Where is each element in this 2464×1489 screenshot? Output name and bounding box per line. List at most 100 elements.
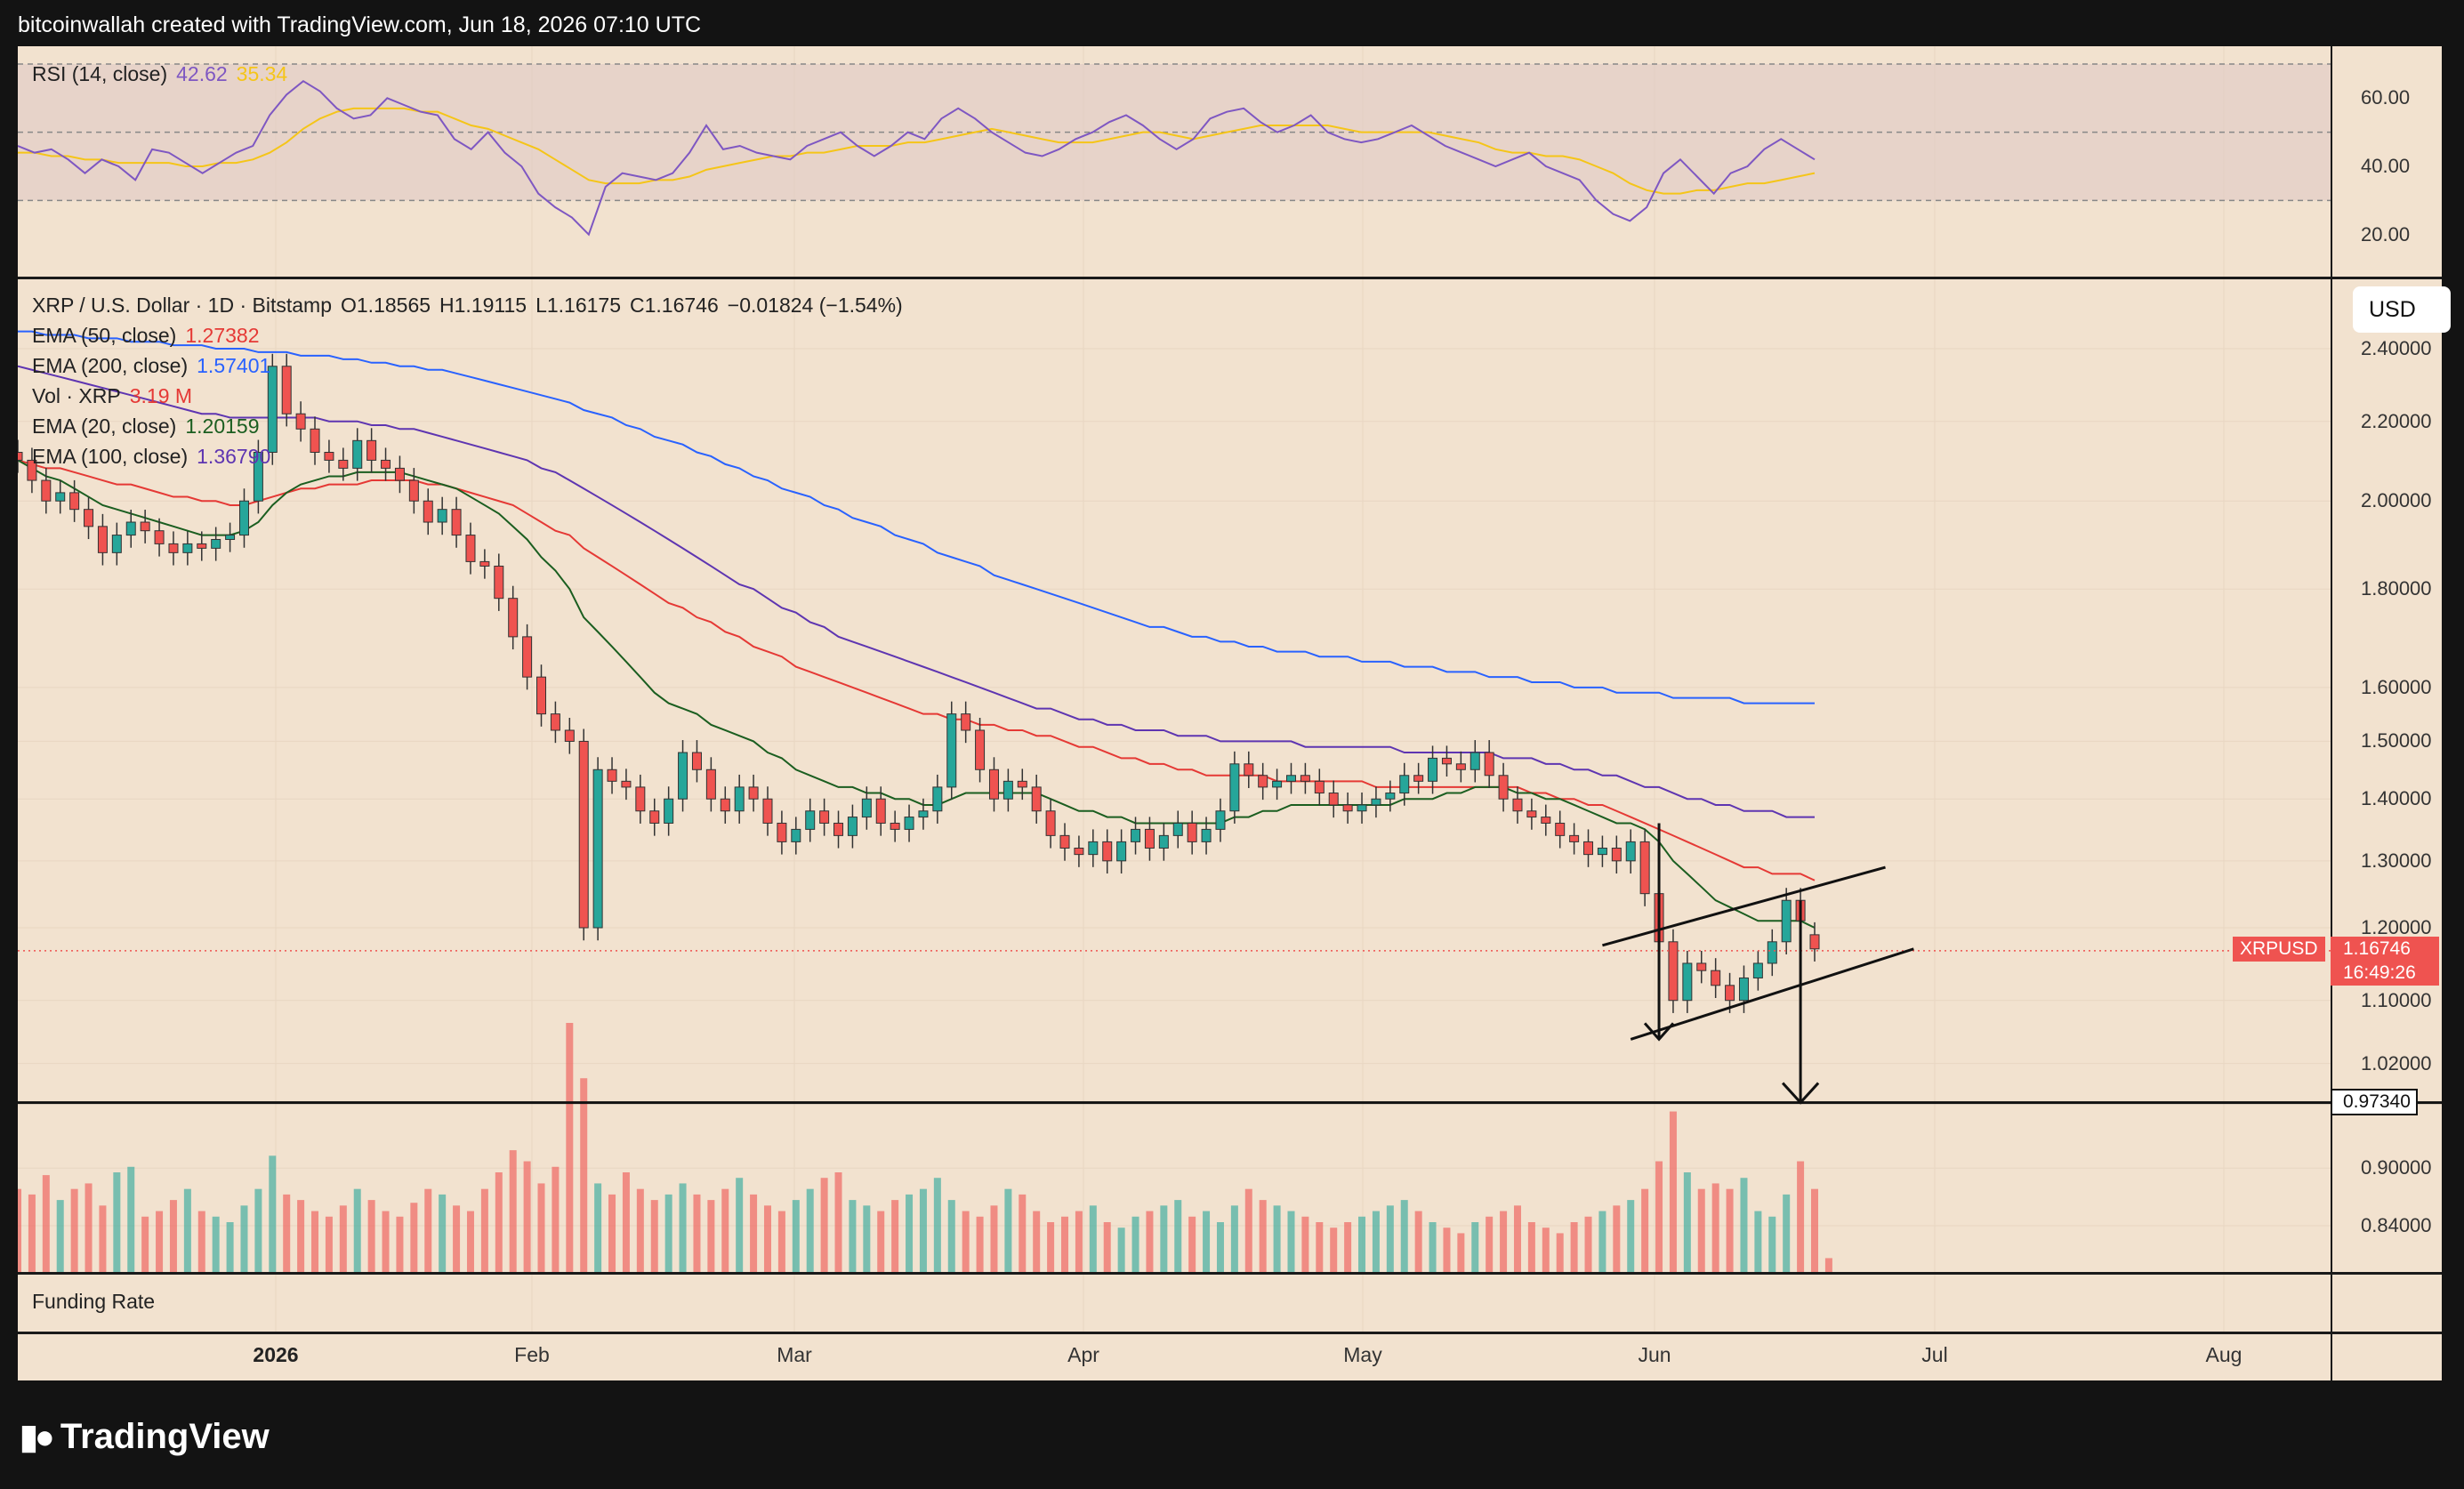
- rsi-axis-label: 60.00: [2361, 86, 2411, 109]
- volume-bar: [297, 1200, 305, 1272]
- candle: [381, 459, 391, 469]
- candle: [1385, 793, 1396, 800]
- chart-canvas[interactable]: [18, 46, 2442, 1380]
- volume-bar: [1160, 1205, 1168, 1272]
- candle: [1371, 798, 1381, 806]
- volume-bar: [212, 1216, 220, 1272]
- candle: [1258, 775, 1268, 788]
- candle: [1088, 841, 1099, 856]
- volume-bar: [1613, 1205, 1621, 1272]
- candle: [691, 752, 702, 770]
- volume-bar: [1033, 1211, 1041, 1272]
- candle: [678, 752, 688, 800]
- funding-pane-divider[interactable]: [18, 1272, 2442, 1275]
- chart-frame[interactable]: RSI (14, close) 42.62 35.34 XRP / U.S. Dol…: [18, 46, 2451, 1380]
- volume-bar: [933, 1178, 941, 1272]
- volume-bar: [877, 1211, 885, 1272]
- rsi-legend[interactable]: RSI (14, close) 42.62 35.34: [32, 62, 287, 86]
- candle: [494, 565, 504, 600]
- volume-bar: [1598, 1211, 1606, 1272]
- price-axis-label: 2.20000: [2361, 409, 2432, 432]
- currency-button[interactable]: USD: [2353, 286, 2451, 333]
- candle: [55, 492, 66, 502]
- candle: [1102, 841, 1113, 862]
- candle: [225, 535, 236, 540]
- indicator-label: EMA (100, close): [32, 445, 189, 468]
- indicator-legend-row[interactable]: EMA (200, close) 1.57401: [32, 354, 270, 378]
- volume-bar: [99, 1205, 107, 1272]
- candle: [168, 543, 179, 553]
- indicator-value: 1.36790: [197, 445, 271, 468]
- price-axis-label: 1.80000: [2361, 577, 2432, 600]
- ohlc-open: O1.18565: [341, 294, 431, 317]
- candle: [1300, 775, 1310, 782]
- volume-bar: [28, 1194, 36, 1272]
- candle: [1314, 780, 1325, 794]
- candle: [1031, 786, 1042, 812]
- volume-bar: [1811, 1188, 1818, 1272]
- candle: [649, 810, 660, 824]
- candle: [762, 798, 773, 824]
- rsi-axis-label: 20.00: [2361, 222, 2411, 245]
- candle: [1074, 847, 1084, 856]
- candle: [621, 780, 632, 788]
- candle: [550, 713, 560, 731]
- time-axis-label: Mar: [777, 1343, 812, 1366]
- volume-bar: [1216, 1222, 1224, 1272]
- candle: [1187, 822, 1197, 842]
- volume-bar: [56, 1200, 64, 1272]
- volume-bar: [480, 1188, 488, 1272]
- price-axis-label: 1.60000: [2361, 675, 2432, 698]
- candle: [125, 521, 136, 536]
- candle: [1399, 775, 1410, 794]
- candle: [1512, 798, 1523, 812]
- candle: [664, 798, 674, 824]
- tradingview-logo[interactable]: ▮● TradingView: [20, 1417, 270, 1457]
- candle: [352, 439, 363, 469]
- symbol-legend[interactable]: XRP / U.S. Dollar · 1D · Bitstamp O1.1856…: [32, 294, 903, 318]
- volume-bar: [339, 1205, 347, 1272]
- volume-bar: [70, 1188, 78, 1272]
- ema200-line: [18, 330, 1815, 704]
- rsi-pane-divider[interactable]: [18, 277, 2442, 279]
- candle: [805, 810, 816, 830]
- price-axis-label: 0.90000: [2361, 1156, 2432, 1179]
- ema100-line: [18, 365, 1815, 818]
- volume-bar: [1287, 1211, 1295, 1272]
- ohlc-high: H1.19115: [439, 294, 527, 317]
- price-axis-label: 1.10000: [2361, 988, 2432, 1011]
- candle: [1244, 763, 1254, 777]
- indicator-label: EMA (200, close): [32, 354, 189, 377]
- indicator-legend-row[interactable]: EMA (100, close) 1.36790: [32, 445, 270, 469]
- volume-bar: [1824, 1258, 1832, 1272]
- rsi-label: RSI (14, close): [32, 62, 168, 85]
- candle: [564, 729, 575, 742]
- candle: [1725, 985, 1735, 1002]
- candle: [1597, 847, 1607, 856]
- candle: [961, 713, 971, 731]
- funding-rate-label[interactable]: Funding Rate: [32, 1290, 156, 1313]
- volume-bar: [156, 1211, 164, 1272]
- volume-bar: [1655, 1161, 1663, 1272]
- volume-bar: [466, 1211, 474, 1272]
- candle: [635, 786, 646, 812]
- candle: [522, 636, 533, 678]
- candle: [1215, 810, 1226, 830]
- volume-bar: [18, 1188, 21, 1272]
- candle: [1413, 775, 1424, 782]
- indicator-legend-row[interactable]: EMA (50, close) 1.27382: [32, 324, 259, 348]
- indicator-legend-row[interactable]: EMA (20, close) 1.20159: [32, 415, 259, 439]
- volume-bar: [1174, 1200, 1182, 1272]
- volume-bar: [1527, 1222, 1535, 1272]
- volume-bar: [947, 1200, 955, 1272]
- time-axis-label: Jul: [1921, 1343, 1948, 1366]
- candle: [1455, 763, 1466, 770]
- volume-bar: [1230, 1205, 1238, 1272]
- indicator-legend-row[interactable]: Vol · XRP 3.19 M: [32, 384, 192, 408]
- candle: [197, 543, 207, 549]
- volume-bar: [1273, 1205, 1281, 1272]
- volume-bar: [410, 1203, 418, 1272]
- price-axis-divider[interactable]: [2331, 46, 2332, 1380]
- time-axis-label: Apr: [1067, 1343, 1099, 1366]
- candle: [988, 769, 999, 800]
